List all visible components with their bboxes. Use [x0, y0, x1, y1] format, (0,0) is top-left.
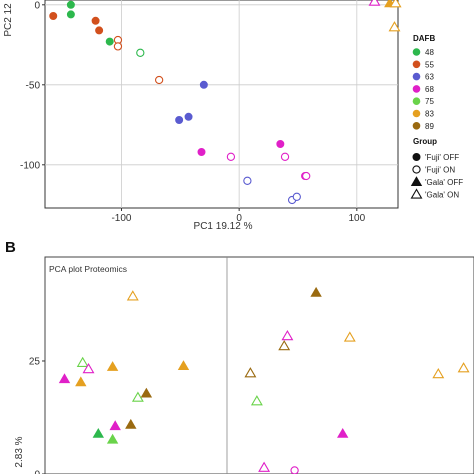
data-point: [302, 171, 311, 181]
data-point: [244, 367, 257, 378]
y-tick-label: 0: [34, 470, 40, 474]
data-point: [49, 11, 58, 20]
data-point: [243, 176, 252, 185]
legend-group-entries: 'Fuji' OFF 'Fuji' ON 'Gala' OFF 'Gala' ON: [410, 152, 463, 200]
data-point: [109, 420, 121, 431]
legend-color-swatch: [412, 60, 421, 69]
y-tick-label: -100: [20, 160, 40, 171]
axis-ticks: -100 0 100 0 -50 -100: [20, 0, 366, 224]
data-point: [389, 0, 402, 8]
data-point: [82, 363, 95, 374]
data-point: [126, 290, 139, 301]
data-point: [125, 418, 137, 429]
legend-dafb-entries: 48 55 63 68 75 83 89: [412, 48, 434, 131]
legend-color-swatch: [412, 85, 421, 93]
data-point: [76, 356, 89, 367]
data-point: [106, 361, 119, 371]
data-point: [276, 139, 285, 148]
data-point: [290, 466, 299, 474]
legend-shape-label: 'Fuji' OFF: [425, 153, 459, 162]
data-point: [343, 331, 356, 342]
data-point: [113, 42, 123, 51]
legend-color-label: 75: [425, 97, 434, 106]
x-axis-title: PC1 19.12 %: [194, 221, 253, 232]
data-point: [105, 37, 114, 46]
data-point: [95, 26, 104, 35]
y-tick-label: 0: [34, 0, 40, 11]
pca-plot-a: -100 0 100 0 -50 -100 PC1 19.12 % PC2 12: [3, 0, 402, 232]
data-point: [388, 21, 401, 32]
legend-shape-label: 'Fuji' ON: [425, 166, 455, 175]
data-point: [278, 340, 291, 351]
data-point: [197, 147, 206, 156]
plot-frame: [44, 256, 474, 474]
legend-color-swatch: [412, 97, 421, 105]
legend-group-title: Group: [413, 137, 437, 146]
legend-shape-swatch: [410, 176, 423, 187]
data-point: [92, 428, 104, 438]
data-point: [175, 116, 184, 125]
data-point: [177, 360, 190, 371]
y-axis-title: PC2 12: [3, 3, 14, 37]
axis-ticks: 0 25: [29, 356, 45, 474]
data-point: [184, 112, 193, 121]
data-points: [58, 286, 470, 474]
chart-title: PCA plot Proteomics: [49, 264, 127, 274]
data-point: [432, 368, 445, 379]
legend-shape-swatch: [412, 152, 421, 161]
y-tick-label: 25: [29, 356, 41, 367]
legend-color-swatch: [412, 48, 421, 56]
y-tick-label: -50: [26, 80, 41, 91]
legend-color-label: 63: [425, 73, 434, 82]
panel-label-b: B: [5, 239, 16, 256]
data-point: [226, 152, 236, 161]
data-point: [140, 387, 153, 398]
legend-color-label: 55: [425, 60, 434, 69]
legend-color-label: 68: [425, 85, 434, 94]
data-point: [131, 391, 144, 402]
legend-shape-label: 'Gala' ON: [425, 191, 459, 200]
data-point: [292, 192, 301, 201]
x-tick-label: 100: [348, 213, 365, 224]
data-point: [280, 152, 290, 161]
data-point: [75, 376, 87, 387]
legend-color-label: 83: [425, 110, 434, 119]
data-point: [136, 48, 145, 57]
gridlines: [45, 0, 398, 208]
data-point: [337, 428, 349, 438]
data-point: [106, 433, 119, 444]
data-point: [66, 10, 75, 19]
data-point: [199, 80, 208, 89]
data-point: [258, 461, 271, 472]
legend-color-swatch: [412, 122, 421, 130]
legend-shape-swatch: [412, 165, 421, 174]
y-axis-title: 2.83 %: [14, 436, 25, 467]
legend-color-label: 48: [425, 48, 434, 57]
legend-color-swatch: [412, 109, 421, 118]
data-point: [91, 16, 100, 25]
x-tick-label: 0: [236, 213, 242, 224]
plot-frame: [44, 0, 399, 209]
data-point: [58, 373, 71, 384]
data-point: [368, 0, 381, 6]
data-point: [281, 330, 294, 341]
legend-color-swatch: [412, 72, 421, 81]
data-point: [457, 362, 470, 373]
x-tick-label: -100: [111, 213, 131, 224]
legend-shape-swatch: [410, 188, 423, 199]
data-point: [310, 286, 322, 297]
legend-dafb-title: DAFB: [413, 34, 435, 43]
data-points: [49, 0, 402, 205]
legend-shape-label: 'Gala' OFF: [425, 178, 463, 187]
legend-color-label: 89: [425, 122, 434, 131]
data-point: [154, 75, 164, 85]
data-point: [66, 0, 75, 9]
pca-plot-b: 0 25 PCA plot Proteomics 2.83 %: [14, 256, 474, 474]
data-point: [250, 395, 263, 406]
